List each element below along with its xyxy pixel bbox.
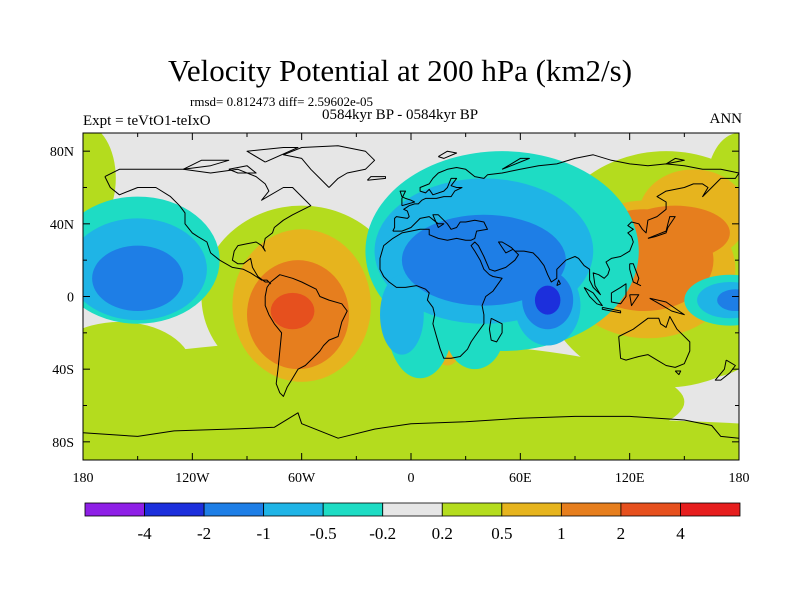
coastline-0 [104,168,312,285]
colorbar-label-7: 1 [557,524,566,543]
colorbar-box-0 [84,502,145,517]
coastline-7 [556,279,561,287]
coastline-22 [438,150,458,159]
coastline-18 [83,412,739,439]
x-tick-label-5: 120E [615,471,645,486]
coastline-13 [647,216,676,239]
field-region-32 [717,289,739,312]
colorbar-box-4 [322,502,384,517]
coastline-20 [182,159,230,170]
y-tick-label-1: 40N [50,218,74,233]
x-tick-label-1: 120W [175,471,210,486]
colorbar-label-1: -2 [197,524,211,543]
colorbar-label-4: -0.2 [369,524,396,543]
coastline-9 [601,306,622,314]
coastline-5 [366,176,386,181]
chart-title: Velocity Potential at 200 hPa (km2/s) [167,53,633,88]
coastline-2 [282,145,376,188]
coastlines [83,145,739,439]
coastline-3 [379,154,739,359]
season-label: ANN [709,111,743,127]
colorbar-label-8: 2 [617,524,626,543]
coastline-16 [674,370,682,376]
coastline-11 [629,294,640,307]
field-region-16 [620,205,730,261]
colorbar-box-5 [382,502,443,517]
colorbar-box-2 [203,502,265,517]
field-region-17 [270,292,315,330]
y-tick-label-3: 40S [52,363,74,378]
field-region-33 [534,285,561,315]
field-region-4 [83,321,193,417]
experiment-label: Expt = teVtO1-teIxO [83,113,211,129]
colorbar: -4 -2 -1 -0.5 -0.2 0.2 0.5 1 2 4 [84,502,741,543]
y-tick-label-0: 80N [50,145,74,160]
coastline-14 [649,297,685,316]
rmsd-diff-stats: rmsd= 0.812473 diff= 2.59602e-05 [190,94,374,109]
period-subtitle: 0584kyr BP - 0584kyr BP [321,107,479,123]
x-tick-label-2: 60W [288,471,316,486]
coastline-12 [629,263,642,287]
y-tick-label-4: 80S [52,436,74,451]
x-tick-label-3: 0 [408,471,415,486]
field-region-30 [401,214,566,306]
colorbar-box-8 [560,502,622,517]
x-tick-label-4: 60E [509,471,532,486]
field-region-3 [83,416,739,460]
coastline-15 [618,316,691,368]
coastline-23 [501,157,530,170]
colorbar-label-2: -1 [257,524,271,543]
coastline-8 [583,286,603,307]
colorbar-box-3 [263,502,324,517]
colorbar-box-9 [620,502,681,517]
colorbar-label-3: -0.5 [310,524,337,543]
colorbar-box-10 [680,502,741,517]
coastline-4 [399,190,416,207]
coastline-17 [714,359,736,381]
coastline-1 [264,274,348,397]
coastline-24 [665,157,685,165]
coastline-6 [488,317,503,343]
x-tick-label-6: 180 [729,471,750,486]
colorbar-label-5: 0.2 [432,524,453,543]
map-axes: 180 120W 60W 0 60E 120E 180 80N 40N 0 40S 80S [50,133,750,486]
colorbar-box-7 [501,502,562,517]
coastline-10 [610,283,627,305]
field-region-29 [92,245,184,312]
field-region-28 [380,274,424,355]
colorbar-label-0: -4 [137,524,152,543]
colorbar-box-6 [441,502,503,517]
colorbar-label-9: 4 [676,524,685,543]
coastline-19 [246,147,299,163]
colorbar-box-1 [144,502,205,517]
y-tick-label-2: 0 [67,291,74,306]
x-tick-label-0: 180 [73,471,94,486]
coastline-21 [228,165,257,174]
contour-field [83,133,739,460]
colorbar-label-6: 0.5 [491,524,512,543]
